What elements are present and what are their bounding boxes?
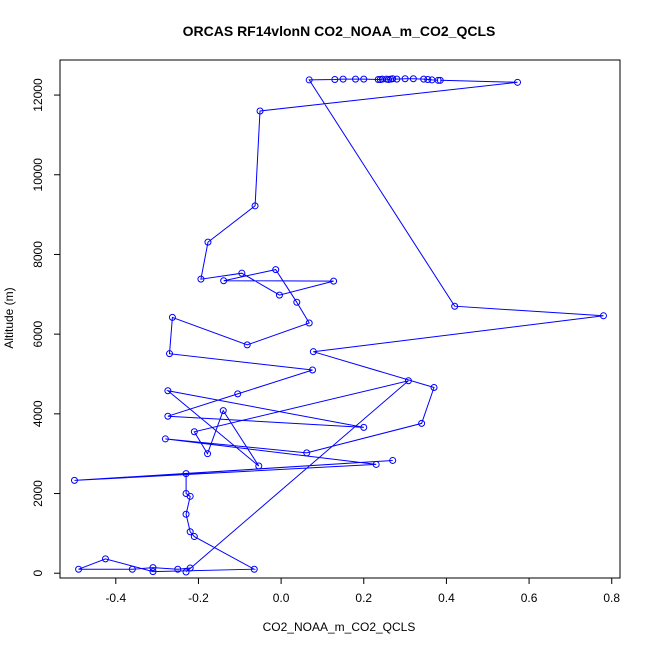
data-point	[372, 460, 380, 468]
x-tick-label: 0.2	[355, 591, 372, 605]
data-point	[255, 462, 263, 470]
data-point	[186, 564, 194, 572]
data-point	[251, 202, 259, 210]
data-point	[376, 76, 384, 84]
data-point	[149, 564, 157, 572]
data-point	[256, 107, 264, 115]
data-point	[75, 565, 83, 573]
data-point	[161, 435, 169, 443]
data-point	[428, 76, 436, 84]
data-point	[204, 450, 212, 458]
plot-frame	[59, 59, 621, 579]
x-tick-label: -0.2	[188, 591, 209, 605]
data-point	[514, 78, 522, 86]
y-tick-label: 4000	[31, 400, 45, 427]
y-tick-label: 8000	[31, 241, 45, 268]
data-point	[351, 75, 359, 83]
data-point	[401, 75, 409, 83]
data-point	[305, 319, 313, 327]
y-axis: 0 2000 4000 6000 8000 10000 12000	[31, 78, 61, 577]
data-point	[168, 313, 176, 321]
x-tick-label: 0.0	[273, 591, 290, 605]
data-point	[182, 510, 190, 518]
chart-title: ORCAS RF14vlonN CO2_NOAA_m_CO2_QCLS	[183, 23, 496, 39]
data-point	[128, 565, 136, 573]
data-point	[182, 470, 190, 478]
data-point	[272, 266, 280, 274]
data-point	[182, 568, 190, 576]
x-tick-label: 0.6	[521, 591, 538, 605]
y-tick-label: 10000	[31, 158, 45, 192]
data-point	[250, 565, 258, 573]
x-tick-label: 0.4	[438, 591, 455, 605]
y-tick-label: 6000	[31, 320, 45, 347]
data-point	[204, 238, 212, 246]
data-point	[186, 528, 194, 536]
data-point	[164, 412, 172, 420]
series-line	[74, 78, 604, 573]
data-point	[293, 298, 301, 306]
data-point	[197, 275, 205, 283]
data-point	[451, 302, 459, 310]
data-point	[166, 350, 174, 358]
x-tick-label: -0.4	[105, 591, 126, 605]
data-point	[389, 456, 397, 464]
y-tick-label: 0	[31, 570, 45, 577]
data-point	[238, 269, 246, 277]
data-point	[339, 75, 347, 83]
data-point	[420, 75, 428, 83]
y-tick-label: 2000	[31, 480, 45, 507]
x-axis: -0.4 -0.2 0.0 0.2 0.4 0.6 0.8	[105, 577, 620, 605]
data-point	[219, 407, 227, 415]
y-tick-label: 12000	[31, 78, 45, 112]
data-point	[360, 423, 368, 431]
data-point	[303, 449, 311, 457]
data-point	[243, 341, 251, 349]
data-point	[330, 277, 338, 285]
data-point	[101, 555, 109, 563]
data-point	[190, 533, 198, 541]
data-point	[436, 76, 444, 84]
data-point	[418, 419, 426, 427]
data-point	[404, 377, 412, 385]
data-point	[331, 76, 339, 84]
data-point	[360, 75, 368, 83]
data-point	[275, 291, 283, 299]
data-point	[164, 387, 172, 395]
series-layer	[70, 75, 607, 576]
data-point	[599, 312, 607, 320]
data-point	[190, 428, 198, 436]
data-point	[234, 390, 242, 398]
data-point	[374, 76, 382, 84]
data-point	[220, 277, 228, 285]
data-point	[309, 348, 317, 356]
data-point	[186, 492, 194, 500]
data-point	[409, 75, 417, 83]
data-point	[305, 76, 313, 84]
data-point	[149, 568, 157, 576]
x-axis-label: CO2_NOAA_m_CO2_QCLS	[263, 620, 416, 634]
data-point	[309, 366, 317, 374]
data-point	[430, 384, 438, 392]
x-tick-label: 0.8	[603, 591, 620, 605]
y-axis-label: Altitude (m)	[2, 287, 16, 348]
data-point	[70, 476, 78, 484]
data-point	[174, 565, 182, 573]
data-point	[424, 76, 432, 84]
